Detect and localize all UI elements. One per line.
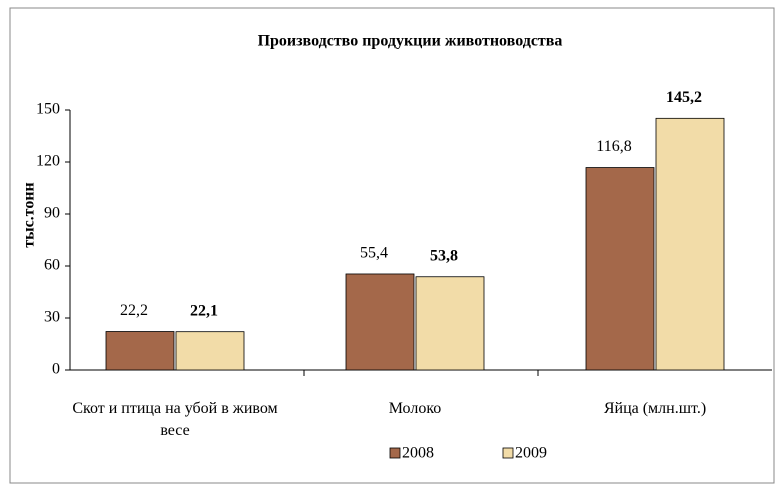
legend-label: 2009 [515, 445, 547, 462]
y-tick-label: 150 [36, 101, 60, 118]
value-label: 116,8 [596, 138, 631, 155]
x-tick-label: Молоко [388, 400, 442, 417]
y-axis-label: тыс.тонн [21, 182, 38, 248]
value-label: 22,2 [120, 302, 148, 319]
bar [585, 167, 655, 371]
legend-label: 2008 [402, 445, 434, 462]
y-tick-label: 0 [52, 361, 60, 378]
value-label: 145,2 [666, 89, 702, 106]
bar [175, 331, 245, 371]
bar [655, 117, 725, 371]
y-tick-label: 60 [44, 257, 60, 274]
bar [345, 273, 415, 371]
chart-title: Производство продукции животноводства [258, 33, 563, 50]
value-label: 53,8 [430, 247, 458, 264]
y-tick-label: 30 [44, 309, 60, 326]
legend-swatch [502, 447, 514, 459]
value-label: 22,1 [190, 302, 218, 319]
bar [105, 331, 175, 371]
y-tick-label: 120 [36, 153, 60, 170]
y-tick-label: 90 [44, 205, 60, 222]
x-tick-label: Скот и птица на убой в живом весе [72, 400, 278, 439]
x-tick-label: Яйца (млн.шт.) [603, 400, 707, 417]
value-label: 55,4 [360, 245, 388, 262]
bar [415, 276, 485, 371]
legend-swatch [389, 447, 401, 459]
